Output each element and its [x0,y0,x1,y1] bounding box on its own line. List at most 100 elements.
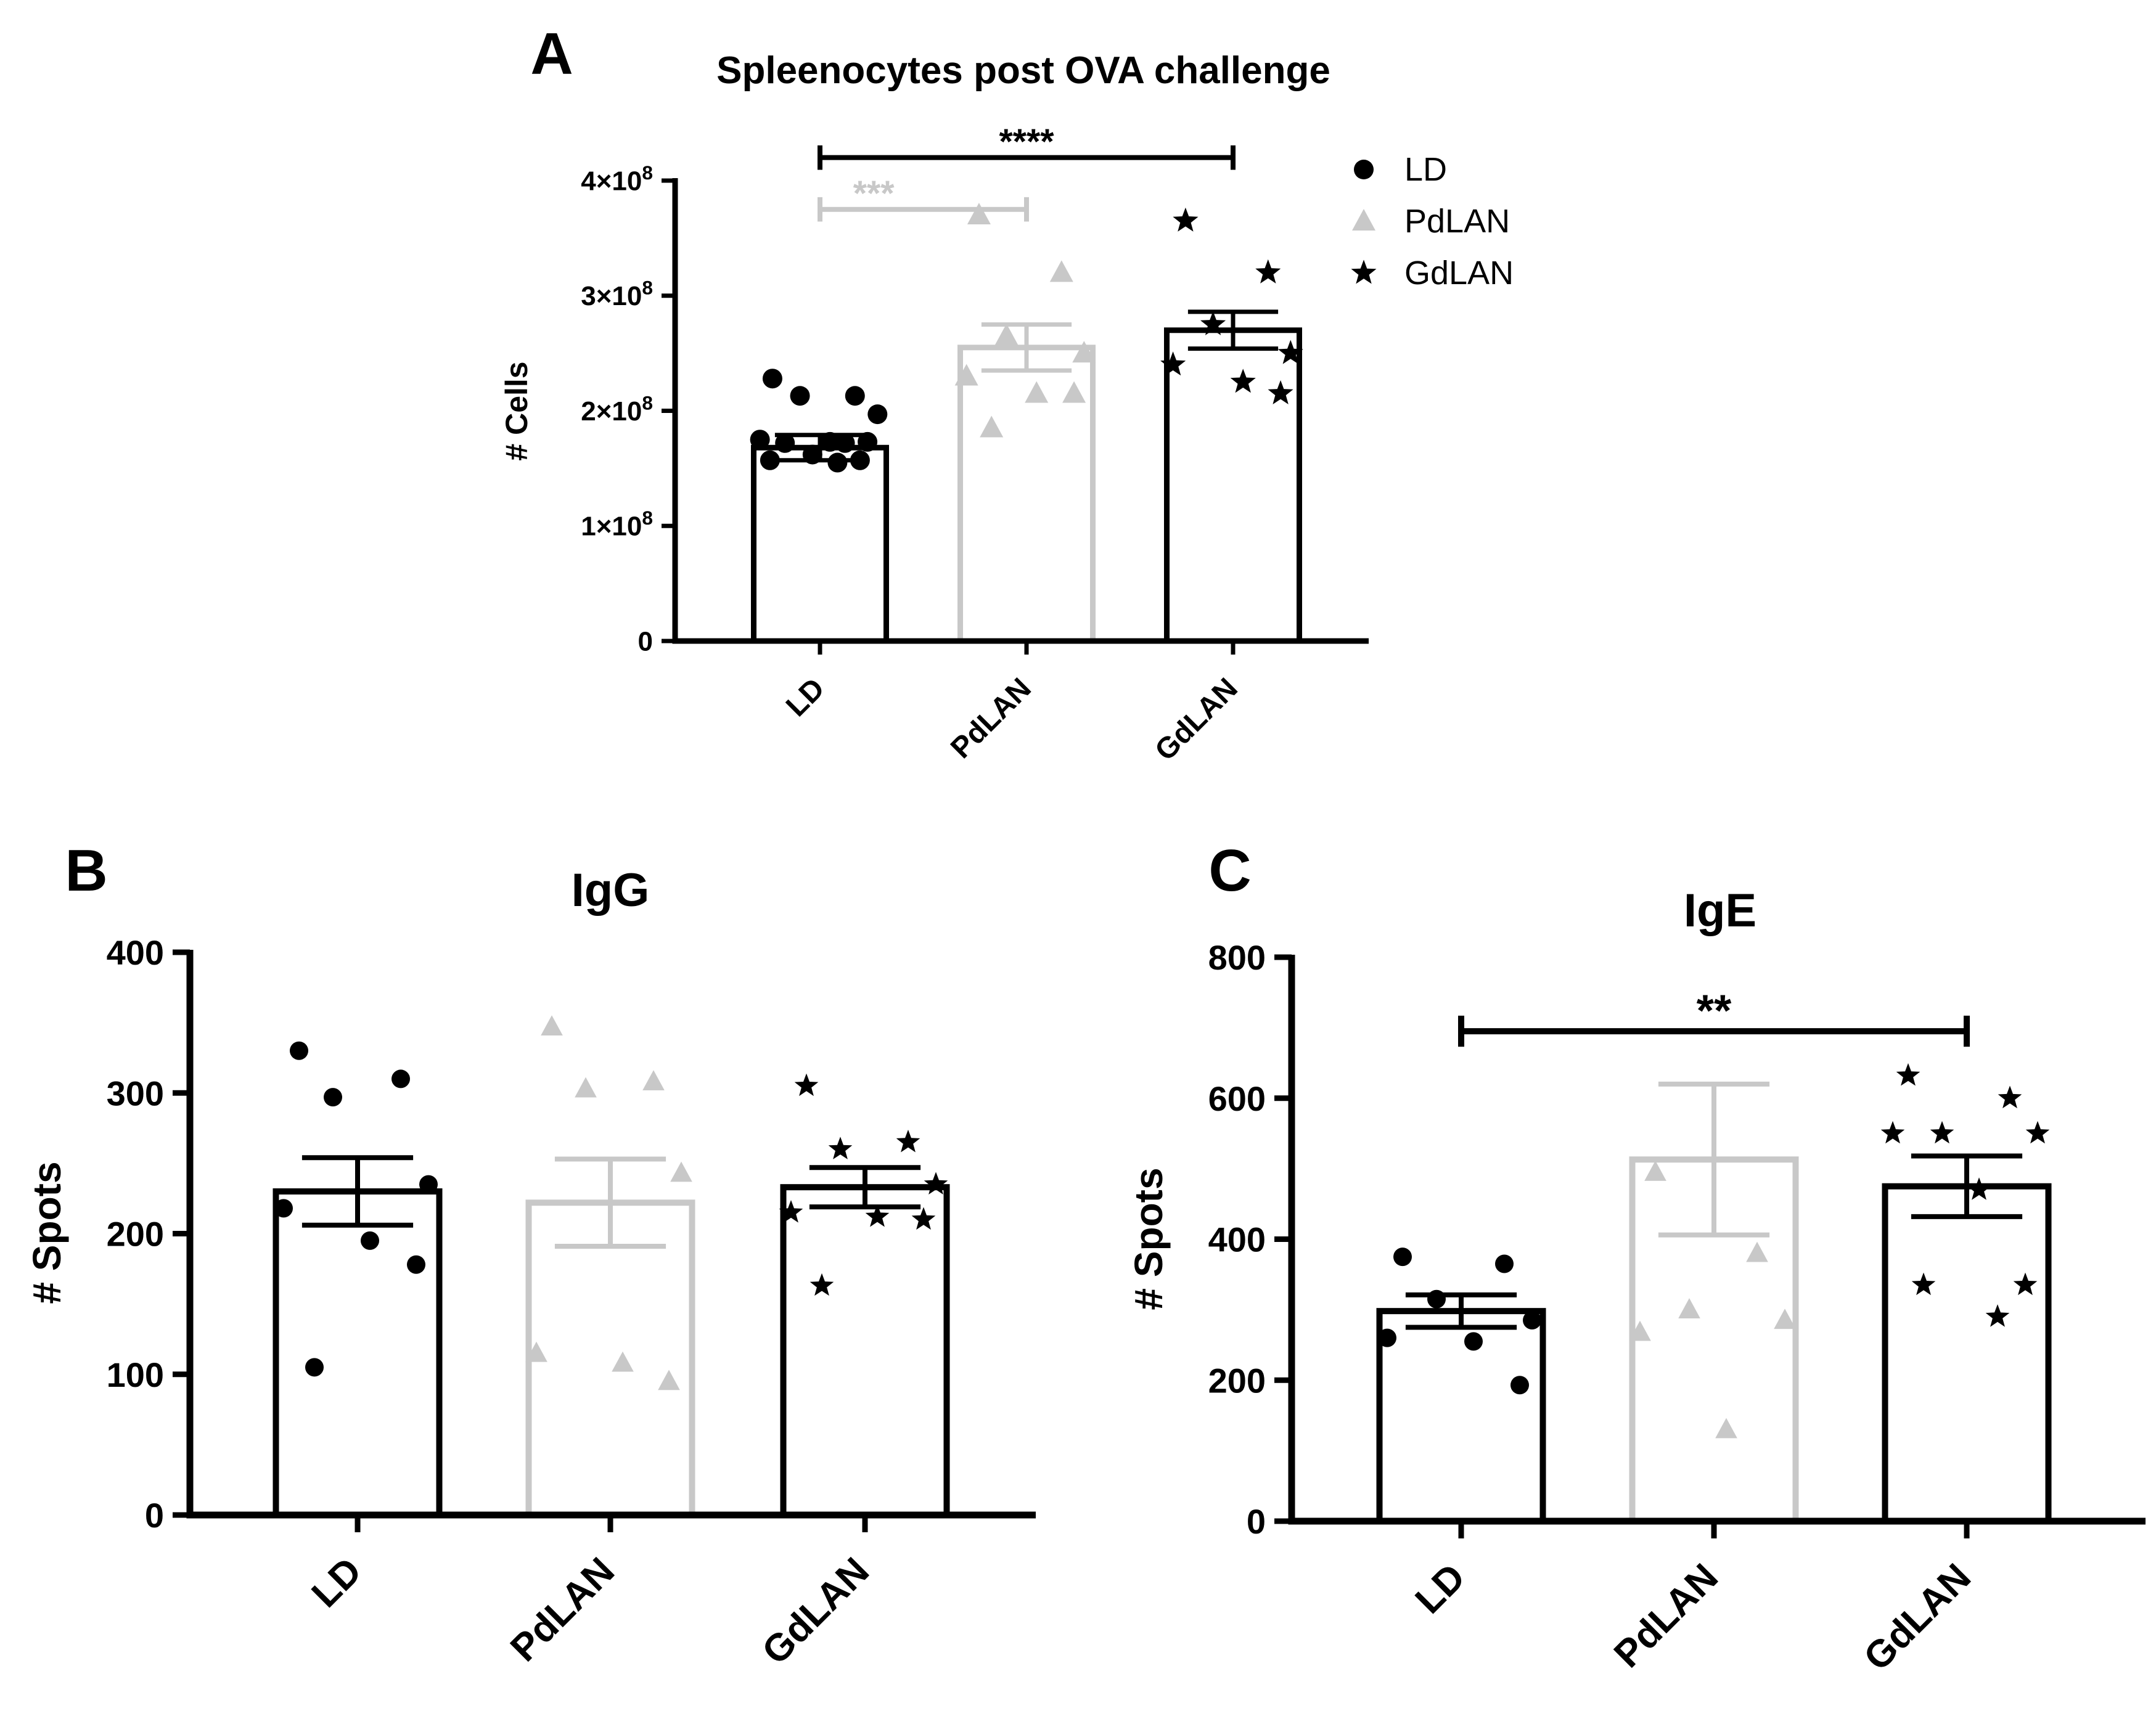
panel-b: B IgG # Spots 0 100 200 300 400 LD PdLAN GdLAN [25,838,1036,1673]
data-point-ld [1510,1376,1529,1395]
data-point-pdlan [541,1015,563,1036]
y-tick-label: 200 [1208,1361,1266,1400]
y-tick-label: 0 [638,626,653,656]
chart-title: Spleenocytes post OVA challenge [716,49,1330,92]
y-tick-label: 300 [107,1074,164,1113]
data-point-gdlan [828,1137,853,1159]
legend: LD PdLAN GdLAN [1351,151,1514,292]
data-point-ld [361,1231,379,1250]
y-tick-label: 600 [1208,1079,1266,1118]
data-point-pdlan [1072,341,1096,363]
data-point-gdlan [911,1207,936,1230]
significance-label: ** [1697,986,1732,1036]
y-tick-label: 400 [107,933,164,972]
data-point-pdlan [575,1077,597,1098]
data-point-gdlan [1277,340,1303,364]
data-point-ld [845,386,865,406]
data-point-pdlan [954,364,978,386]
data-point-gdlan [1255,259,1281,284]
bar-gdlan [1164,327,1302,644]
bar-pdlan [525,1199,695,1519]
x-tick-label: GdLAN [1856,1556,1979,1679]
data-point-pdlan [612,1351,634,1372]
y-tick-label: 2×108 [581,391,653,427]
bar-ld [751,444,889,644]
data-point-pdlan [658,1370,680,1390]
x-tick-label: PdLAN [945,672,1038,765]
legend-label: PdLAN [1404,203,1510,240]
y-axis-label: # Spots [25,1161,69,1304]
data-point-gdlan [1967,1177,1991,1200]
x-tick-label: PdLAN [1606,1556,1726,1676]
panel-a: A Spleenocytes post OVA challenge # Cells 0… [499,21,1369,767]
data-point-pdlan [980,415,1004,438]
x-tick-label: LD [304,1550,370,1615]
y-tick-label: 200 [107,1215,164,1254]
bar-ld [1376,1308,1546,1525]
data-point-gdlan [794,1073,819,1096]
data-point-gdlan [2013,1272,2038,1296]
data-point-ld [1495,1254,1514,1273]
bar-gdlan [780,1184,950,1518]
data-point-gdlan [1985,1304,2010,1327]
x-tick-label: GdLAN [754,1550,877,1673]
bar-ld [273,1188,443,1518]
data-point-gdlan [1268,380,1293,404]
data-point-ld [324,1088,342,1107]
y-axis-label: # Spots [1126,1167,1171,1310]
data-point-gdlan [1173,207,1199,232]
data-point-ld [305,1358,324,1377]
legend-label: LD [1404,151,1447,188]
y-tick-label: 0 [1247,1502,1266,1541]
panel-letter: A [530,21,573,87]
data-point-gdlan [1930,1121,1954,1144]
data-point-ld [835,433,855,453]
data-point-gdlan [1160,351,1186,376]
data-point-ld [1464,1332,1483,1351]
y-axis-label: # Cells [499,361,534,460]
data-point-ld [1393,1248,1412,1267]
data-point-gdlan [924,1172,948,1194]
x-tick-label: LD [780,672,831,723]
data-point-gdlan [1230,369,1256,393]
data-point-ld [867,404,888,425]
data-point-ld [1378,1328,1396,1347]
data-point-pdlan [994,324,1019,346]
legend-label: GdLAN [1404,255,1514,292]
data-point-ld [419,1175,438,1194]
data-point-pdlan [642,1070,665,1091]
data-point-pdlan [1715,1418,1737,1439]
data-point-gdlan [779,1200,803,1223]
data-point-gdlan [1998,1085,2022,1109]
data-point-ld [750,430,770,450]
y-tick-label: 1×108 [581,507,653,542]
significance-label: *** [853,174,895,213]
panel-letter: C [1208,838,1251,904]
y-tick-label: 100 [107,1355,164,1394]
data-point-ld [775,433,795,453]
data-point-pdlan [670,1161,692,1182]
data-point-ld [760,450,780,470]
data-point-pdlan [1025,381,1049,403]
legend-marker-gdlan [1351,259,1377,284]
data-point-pdlan [1644,1161,1666,1181]
panel-letter: B [65,838,107,904]
data-point-pdlan [1774,1309,1796,1329]
data-point-pdlan [1678,1298,1700,1318]
data-point-pdlan [1629,1320,1651,1341]
data-point-gdlan [1911,1272,1936,1296]
data-point-gdlan [2025,1121,2050,1144]
data-point-ld [407,1255,425,1274]
data-point-ld [274,1199,293,1218]
chart-title: IgE [1684,884,1756,937]
panel-c: C IgE # Spots 0 200 400 600 800 LD PdLAN GdLAN ** [1126,838,2146,1679]
data-point-ld [391,1069,410,1088]
data-point-gdlan [865,1204,890,1227]
data-point-gdlan [896,1129,920,1153]
significance-label: **** [999,122,1054,161]
data-point-gdlan [1200,311,1226,335]
data-point-pdlan [1746,1241,1768,1262]
y-tick-label: 4×108 [581,161,653,197]
data-point-gdlan [1880,1121,1905,1144]
